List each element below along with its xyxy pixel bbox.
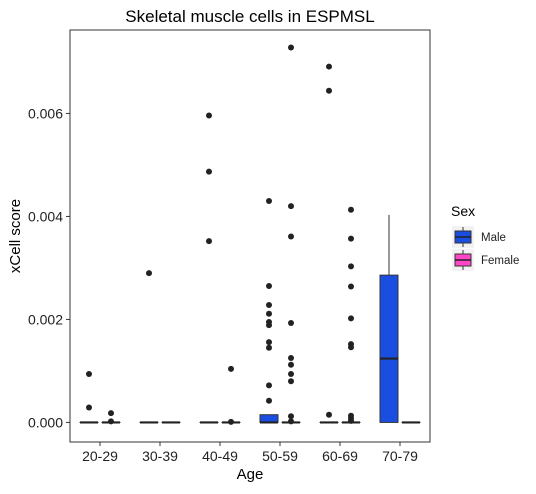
outlier-point-male — [266, 302, 272, 308]
outlier-point-male — [266, 322, 272, 328]
x-tick-label: 50-59 — [262, 448, 298, 464]
outlier-point-male — [326, 64, 332, 70]
legend-title: Sex — [451, 203, 475, 219]
plot-area — [80, 45, 420, 425]
outlier-point-female — [348, 344, 354, 350]
outlier-point-male — [266, 283, 272, 289]
outlier-point-female — [288, 45, 294, 51]
legend: Sex Male Female — [451, 203, 519, 271]
outlier-point-female — [288, 413, 294, 419]
outlier-point-male — [86, 371, 92, 377]
outlier-point-female — [348, 283, 354, 289]
box-male — [260, 415, 278, 423]
legend-label-female: Female — [481, 255, 519, 267]
outlier-point-male — [266, 339, 272, 345]
outlier-point-female — [288, 378, 294, 384]
outlier-point-female — [228, 366, 234, 372]
outlier-point-female — [288, 203, 294, 209]
y-tick-label: 0.002 — [28, 311, 63, 327]
outlier-point-female — [288, 234, 294, 240]
y-axis-label: xCell score — [7, 199, 24, 273]
x-axis-label: Age — [237, 466, 264, 483]
x-tick-label: 20-29 — [82, 448, 118, 464]
outlier-point-female — [288, 320, 294, 326]
legend-label-male: Male — [481, 232, 506, 244]
outlier-point-male — [266, 398, 272, 404]
outlier-point-male — [326, 88, 332, 94]
y-tick-label: 0.006 — [28, 105, 63, 121]
panel-border — [70, 30, 430, 442]
outlier-point-male — [206, 112, 212, 118]
outlier-point-female — [288, 371, 294, 377]
outlier-point-female — [228, 419, 234, 425]
outlier-point-female — [288, 418, 294, 424]
outlier-point-female — [348, 236, 354, 242]
x-tick-label: 60-69 — [322, 448, 358, 464]
box-male — [380, 275, 398, 422]
outlier-point-male — [326, 412, 332, 418]
outlier-point-female — [288, 355, 294, 361]
outlier-point-male — [146, 270, 152, 276]
outlier-point-female — [108, 418, 114, 424]
x-tick-label: 70-79 — [382, 448, 418, 464]
x-tick-label: 40-49 — [202, 448, 238, 464]
outlier-point-male — [206, 169, 212, 175]
outlier-point-male — [266, 382, 272, 388]
outlier-point-male — [266, 198, 272, 204]
outlier-point-female — [348, 315, 354, 321]
outlier-point-female — [348, 263, 354, 269]
outlier-point-male — [266, 345, 272, 351]
outlier-point-male — [86, 404, 92, 410]
outlier-point-female — [288, 362, 294, 368]
outlier-point-female — [348, 207, 354, 213]
x-tick-label: 30-39 — [142, 448, 178, 464]
y-tick-label: 0.004 — [28, 208, 63, 224]
outlier-point-female — [108, 410, 114, 416]
chart-title: Skeletal muscle cells in ESPMSL — [125, 7, 374, 26]
outlier-point-female — [348, 418, 354, 424]
outlier-point-male — [266, 311, 272, 317]
y-tick-label: 0.000 — [28, 414, 63, 430]
axes: 0.000 0.002 0.004 0.006 20-29 30-39 40-49 50-59… — [28, 105, 418, 464]
outlier-point-male — [206, 238, 212, 244]
